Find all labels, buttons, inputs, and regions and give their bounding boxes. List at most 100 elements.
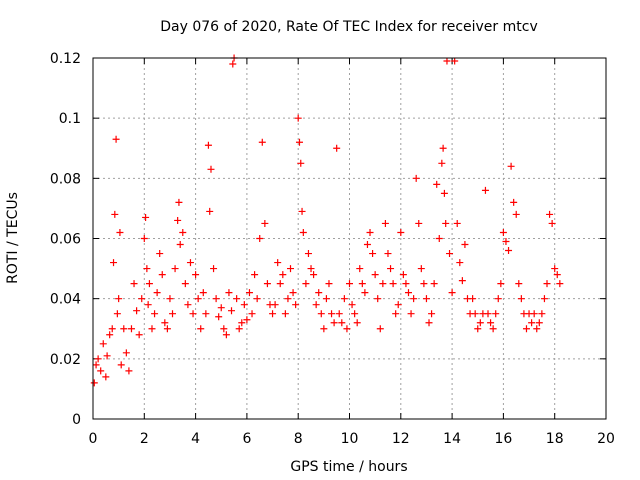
data-point: [130, 280, 138, 288]
data-point: [274, 259, 282, 267]
data-point: [366, 228, 374, 236]
data-point: [439, 144, 447, 152]
data-point: [261, 219, 269, 227]
data-point: [346, 280, 353, 288]
data-point: [374, 295, 382, 303]
data-point: [310, 271, 318, 279]
data-point: [448, 289, 456, 297]
data-point: [220, 325, 228, 333]
data-point: [302, 280, 310, 288]
y-tick-label: 0.1: [59, 111, 81, 127]
data-point: [102, 373, 110, 381]
data-point: [422, 295, 430, 303]
data-point: [197, 325, 205, 333]
x-tick-label: 16: [494, 431, 512, 447]
data-point: [387, 265, 395, 273]
data-point: [212, 295, 220, 303]
data-point: [492, 310, 500, 318]
data-point: [428, 310, 436, 318]
y-tick-label: 0.08: [50, 171, 81, 187]
data-point: [295, 138, 303, 146]
data-point: [258, 138, 266, 146]
data-point: [361, 289, 369, 297]
data-point: [379, 280, 387, 288]
data-point: [106, 331, 114, 339]
axis-ticks: 0 2 4 6 8 10 12 14 16 18 20 0 0.02 0.04 0.06 0.08 0.1 0.1…: [50, 51, 615, 447]
data-point: [328, 310, 336, 318]
y-tick-label: 0.06: [50, 232, 81, 248]
data-point: [284, 295, 292, 303]
data-point: [381, 219, 389, 227]
data-point: [138, 295, 146, 303]
data-point: [127, 325, 135, 333]
data-point: [281, 310, 289, 318]
y-tick-label: 0.04: [50, 292, 81, 308]
data-point: [122, 349, 130, 357]
x-tick-label: 10: [341, 431, 359, 447]
y-tick-label: 0.12: [50, 51, 81, 67]
data-point: [269, 310, 277, 318]
data-point: [116, 228, 124, 236]
data-point: [279, 271, 287, 279]
data-point: [225, 289, 233, 297]
x-tick-label: 2: [140, 431, 149, 447]
data-point: [90, 379, 98, 387]
data-point: [103, 352, 111, 360]
data-point: [184, 301, 192, 309]
data-point: [353, 319, 361, 327]
data-point: [263, 280, 271, 288]
x-tick-label: 6: [242, 431, 251, 447]
data-point: [94, 355, 102, 363]
data-point: [163, 325, 171, 333]
data-point: [548, 219, 556, 227]
data-point: [515, 280, 523, 288]
data-point: [194, 295, 202, 303]
data-point: [412, 174, 420, 182]
data-point: [202, 310, 210, 318]
data-point: [376, 325, 384, 333]
x-tick-label: 0: [89, 431, 98, 447]
data-point: [461, 241, 469, 249]
y-tick-label: 0: [72, 412, 81, 428]
data-point: [108, 325, 116, 333]
data-point: [156, 250, 164, 258]
data-point: [97, 367, 105, 375]
data-point: [171, 265, 179, 273]
data-point: [217, 304, 225, 312]
data-point: [399, 271, 407, 279]
data-point: [312, 301, 320, 309]
data-point: [530, 310, 538, 318]
data-point: [315, 289, 323, 297]
data-point: [133, 307, 141, 315]
data-point: [425, 319, 433, 327]
data-point: [287, 265, 295, 273]
data-point: [435, 235, 443, 242]
data-point: [222, 331, 230, 339]
y-axis-label: ROTI / TECUs: [5, 192, 21, 284]
data-point: [99, 340, 107, 348]
data-point: [238, 319, 246, 327]
data-point: [113, 310, 121, 318]
data-point: [430, 280, 438, 288]
data-point: [533, 325, 541, 333]
data-point: [551, 265, 559, 273]
data-point: [517, 295, 525, 303]
data-point: [243, 316, 251, 324]
data-point: [505, 247, 513, 255]
data-point: [392, 310, 400, 318]
data-point: [120, 325, 128, 333]
data-point: [210, 265, 218, 273]
data-point: [111, 210, 119, 218]
data-point: [415, 219, 423, 227]
data-point: [476, 319, 484, 327]
x-tick-label: 14: [443, 431, 461, 447]
data-point: [453, 219, 461, 227]
data-point: [502, 238, 510, 246]
data-point: [553, 271, 561, 279]
data-point: [397, 228, 405, 236]
plot-frame: [92, 57, 607, 420]
data-point: [497, 280, 505, 288]
data-point: [384, 250, 392, 258]
data-point: [142, 213, 150, 221]
